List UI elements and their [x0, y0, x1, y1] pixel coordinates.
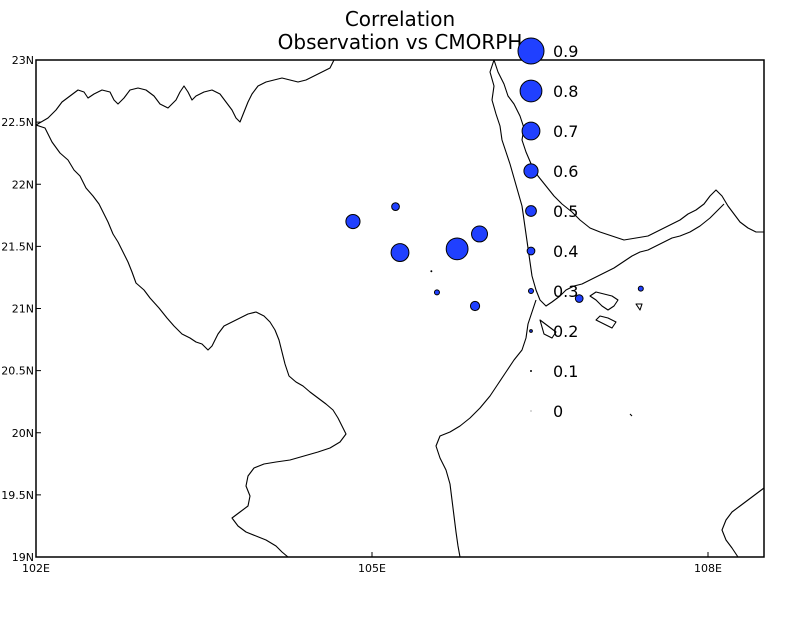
y-tick-label: 23N	[12, 54, 34, 67]
y-tick-label: 19.5N	[1, 489, 34, 502]
legend-marker	[523, 163, 539, 179]
islands-3	[539, 319, 557, 339]
legend-marker	[517, 37, 545, 65]
legend-marker	[530, 370, 532, 372]
legend-marker	[521, 121, 541, 141]
legend-label: 0.5	[553, 202, 578, 221]
station-marker	[430, 270, 433, 273]
y-tick-label: 22.5N	[1, 116, 34, 129]
legend-label: 0.3	[553, 282, 578, 301]
legend-marker	[530, 410, 532, 412]
station-marker	[574, 294, 584, 303]
y-tick-label: 20N	[12, 427, 34, 440]
hainan-coast	[721, 487, 764, 557]
legend-label: 0.6	[553, 162, 578, 181]
x-tick-label: 102E	[22, 562, 50, 575]
title-line-2: Observation vs CMORPH	[278, 30, 523, 54]
legend-label: 0.8	[553, 82, 578, 101]
title-line-1: Correlation	[345, 7, 455, 31]
china-vietnam-border	[36, 124, 347, 557]
vietnam-coast	[435, 299, 537, 557]
legend-label: 0.2	[553, 322, 578, 341]
legend-label: 0.9	[553, 42, 578, 61]
gulf-coast	[489, 60, 725, 307]
station-marker	[469, 300, 481, 312]
station-marker	[390, 243, 410, 263]
legend-label: 0.1	[553, 362, 578, 381]
islands-4	[629, 303, 643, 417]
legend-marker	[529, 329, 533, 333]
y-tick-label: 19N	[12, 551, 34, 564]
legend-label: 0.4	[553, 242, 578, 261]
station-marker	[471, 225, 488, 243]
station-marker	[391, 202, 400, 211]
legend-label: 0.7	[553, 122, 578, 141]
y-tick-label: 22N	[12, 178, 34, 191]
x-tick-label: 105E	[358, 562, 386, 575]
y-tick-label: 21.5N	[1, 240, 34, 253]
legend-label: 0	[553, 402, 563, 421]
station-marker	[433, 289, 440, 296]
islands-1	[589, 291, 619, 311]
size-legend: 0.9 0.8 0.7 0.6 0.5 0.4 0.3 0.2 0.1 0	[517, 37, 578, 421]
legend-marker	[526, 246, 536, 256]
station-marker	[445, 237, 469, 261]
axis-ticks: 102E 105E 108E 23N 22.5N 22N 21.5N 21N 20.5N 20N 1…	[1, 54, 722, 575]
y-tick-label: 21N	[12, 303, 34, 316]
station-markers	[345, 202, 644, 312]
legend-marker	[527, 287, 535, 295]
legend-marker	[519, 79, 543, 103]
north-border	[36, 60, 335, 126]
station-marker	[345, 213, 361, 230]
y-tick-label: 20.5N	[1, 365, 34, 378]
islands-2	[595, 315, 617, 329]
station-marker	[637, 285, 644, 292]
legend-marker	[525, 205, 537, 217]
x-tick-label: 108E	[694, 562, 722, 575]
